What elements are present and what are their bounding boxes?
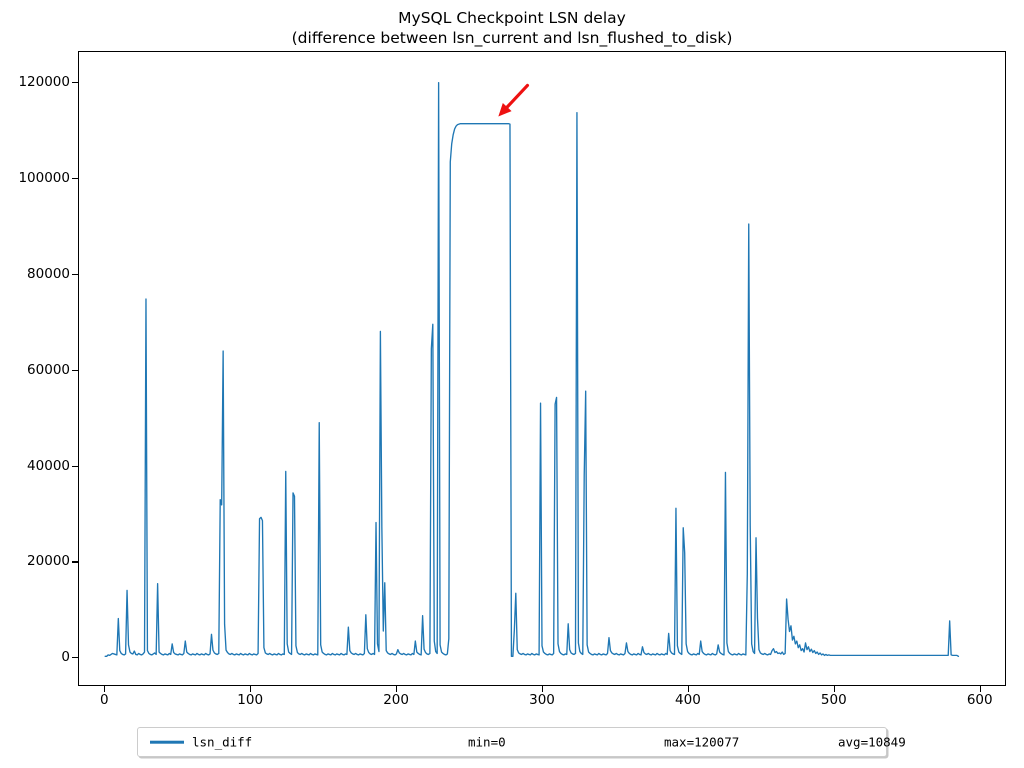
x-tick-label: 300 [529, 692, 555, 708]
lsn-diff-line-svg [104, 82, 960, 658]
chart-title: MySQL Checkpoint LSN delay [398, 9, 626, 27]
y-tick-label: 100000 [18, 170, 70, 186]
y-tick-mark [72, 369, 78, 371]
y-tick-label: 20000 [27, 553, 70, 570]
chart-subtitle: (difference between lsn_current and lsn_… [291, 29, 733, 47]
x-tick-label: 400 [675, 692, 701, 708]
arrow-head-icon [498, 102, 512, 117]
plot-area [78, 51, 1006, 686]
x-tick-mark [542, 686, 544, 692]
x-tick-mark [979, 686, 981, 692]
x-tick-label: 500 [820, 692, 847, 708]
legend-line-swatch [150, 740, 184, 744]
lsn-diff-line [104, 82, 960, 658]
x-tick-mark [396, 686, 398, 692]
y-tick-mark [72, 561, 78, 563]
x-tick-label: 100 [237, 692, 264, 708]
chart-title-block: MySQL Checkpoint LSN delay (difference b… [0, 8, 1024, 48]
legend-label-min: min=0 [468, 734, 506, 750]
y-tick-mark [72, 657, 78, 659]
y-tick-mark [72, 82, 78, 84]
y-tick-label: 40000 [27, 457, 70, 474]
y-tick-label: 80000 [27, 265, 70, 282]
y-tick-label: 120000 [18, 74, 70, 91]
x-tick-label: 600 [966, 692, 993, 708]
legend-label-max: max=120077 [664, 734, 740, 750]
y-tick-mark [72, 178, 78, 180]
red-arrow-annotation [498, 83, 530, 117]
legend-label-lsn-diff: lsn_diff [192, 734, 253, 750]
x-tick-mark [833, 686, 835, 692]
y-tick-label: 0 [61, 649, 70, 666]
x-tick-label: 0 [99, 692, 109, 708]
x-tick-mark [250, 686, 252, 692]
x-tick-label: 200 [383, 692, 409, 708]
arrow-shaft-line [503, 83, 530, 111]
y-tick-mark [72, 273, 78, 276]
x-tick-mark [687, 686, 690, 692]
y-tick-label: 60000 [27, 361, 70, 378]
legend-label-avg: avg=10849 [838, 734, 906, 750]
x-tick-mark [104, 686, 106, 692]
chart-legend[interactable]: lsn_diff min=0 max=120077 avg=10849 [137, 727, 906, 757]
y-tick-mark [72, 465, 78, 467]
